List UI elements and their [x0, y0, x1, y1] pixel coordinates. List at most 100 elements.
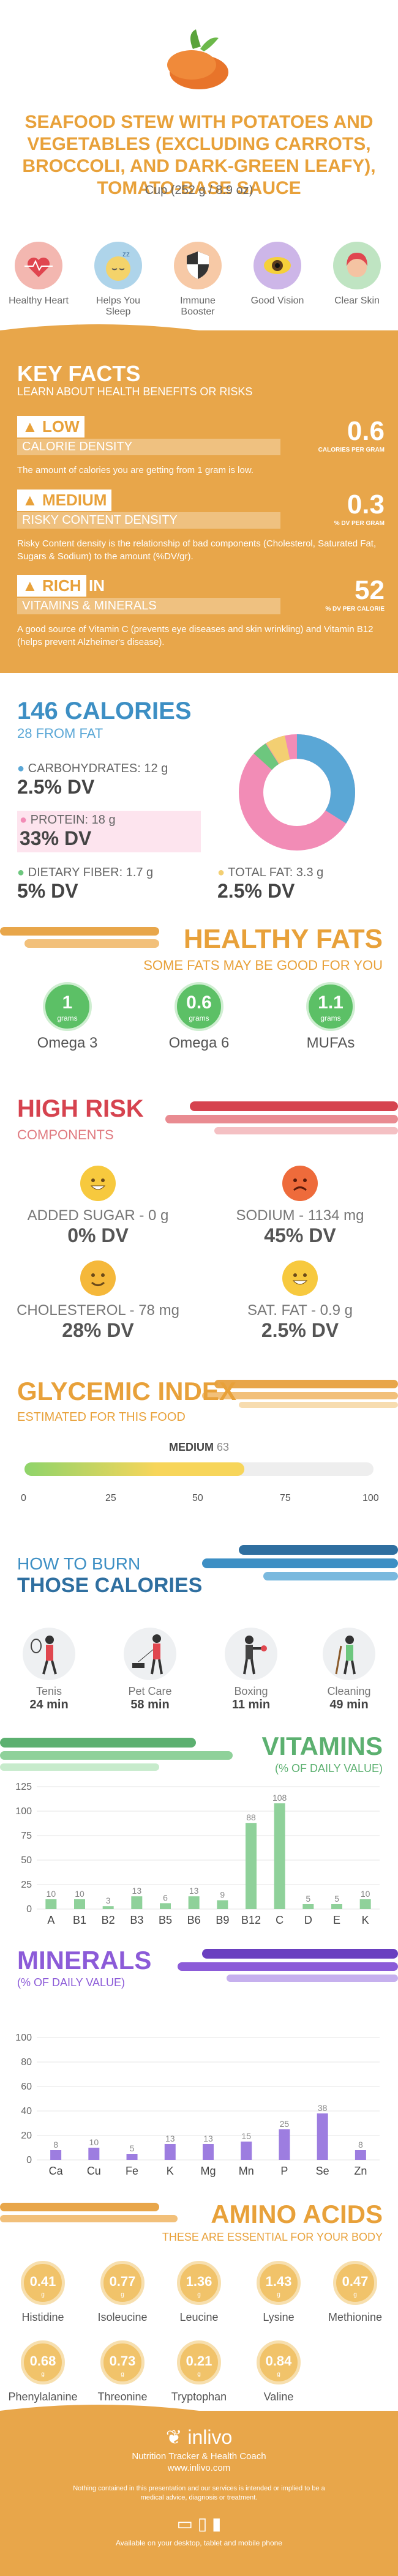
x-tick-label: B6	[187, 1914, 201, 1926]
amino-value-circle: 0.41 g	[21, 2261, 65, 2305]
amino-name: Threonine	[97, 2391, 148, 2403]
vitamins-subtitle: (% OF DAILY VALUE)	[274, 1762, 383, 1774]
fat-omega6: 0.6 grams Omega 6	[144, 982, 254, 1052]
glycemic-ticks: 0 25 50 75 100	[21, 1493, 379, 1511]
bar	[317, 2113, 328, 2160]
face-icon	[333, 242, 381, 289]
footer-available: Available on your desktop, tablet and mo…	[116, 2539, 282, 2547]
calories-from-fat: 28 FROM FAT	[17, 726, 103, 741]
data-label: 88	[246, 1812, 256, 1822]
risk-sodium: SODIUM - 1134 mg 45% DV	[214, 1166, 386, 1247]
bar	[274, 1803, 285, 1909]
bar	[45, 1899, 57, 1909]
amino-unit: g	[121, 2291, 124, 2298]
x-tick-label: P	[280, 2165, 288, 2177]
serving-size: Cup (252 g / 8.9 oz)	[145, 184, 253, 197]
data-label: 8	[358, 2140, 363, 2150]
amino-name: Isoleucine	[97, 2311, 148, 2323]
sad-face-icon	[282, 1166, 318, 1201]
amino-value-circle: 0.84 g	[257, 2340, 301, 2384]
dog-walk-icon	[124, 1628, 176, 1680]
amino-value-circle: 0.68 g	[21, 2340, 65, 2384]
fact-value: 0.3	[347, 490, 385, 519]
y-tick-label: 75	[21, 1831, 32, 1841]
tick-label: 50	[192, 1493, 203, 1503]
heart-icon	[15, 242, 62, 289]
cleaning-icon	[323, 1628, 375, 1680]
x-tick-label: Se	[316, 2165, 329, 2177]
x-tick-label: K	[362, 1914, 369, 1926]
amino-item: 0.47 g Methionine	[318, 2261, 392, 2324]
amino-item: 0.68 g Phenylalanine	[6, 2340, 80, 2403]
amino-value: 0.73	[109, 2353, 136, 2369]
decor-stripes	[202, 1545, 398, 1580]
fact-value: 52	[355, 575, 385, 605]
footer-disclaimer: Nothing contained in this presentation a…	[73, 2485, 325, 2501]
benefit-label: Good Vision	[250, 296, 304, 306]
activity-cleaning: Cleaning 49 min	[309, 1628, 389, 1712]
amino-unit: g	[353, 2291, 357, 2298]
high-risk-subtitle: COMPONENTS	[17, 1127, 114, 1142]
header	[0, 0, 398, 330]
data-label: 108	[272, 1793, 287, 1803]
x-tick-label: B9	[216, 1914, 229, 1926]
bar	[131, 1896, 143, 1909]
amino-value: 1.36	[186, 2274, 212, 2289]
y-tick-label: 100	[15, 1806, 32, 1817]
glycemic-title: GLYCEMIC INDEX	[17, 1377, 236, 1405]
footer-url[interactable]: www.inlivo.com	[167, 2463, 231, 2473]
data-label: 13	[165, 2134, 175, 2143]
food-title: SEAFOOD STEW WITH POTATOES AND VEGETABLE…	[22, 112, 376, 198]
amino-item: 0.21 g Tryptophan	[162, 2340, 236, 2403]
x-tick-label: B12	[241, 1914, 261, 1926]
activity-boxing: Boxing 11 min	[211, 1628, 291, 1712]
calories-title: 146 CALORIES	[17, 698, 192, 724]
amino-item: 0.41 g Histidine	[6, 2261, 80, 2324]
data-label: 25	[280, 2119, 290, 2129]
data-label: 13	[189, 1886, 199, 1896]
minerals-chart: 0 20 40 60 80 100 8 Ca 10 Cu 5 Fe 13 K 13 Mg 15 Mn 25 P 38 Se…	[15, 2033, 380, 2177]
x-tick-label: B1	[73, 1914, 86, 1926]
amino-unit: g	[197, 2291, 201, 2298]
fact-tag: ▲ MEDIUM	[17, 490, 112, 511]
data-label: 13	[203, 2134, 213, 2143]
fact-vitamins-minerals: ▲ RICH IN VITAMINS & MINERALS 52 % DV PE…	[17, 575, 385, 649]
data-label: 15	[241, 2131, 251, 2141]
bar	[241, 2142, 252, 2160]
data-label: 13	[132, 1886, 142, 1896]
x-tick-label: Zn	[354, 2165, 367, 2177]
bar	[126, 2154, 138, 2160]
amino-value-circle: 0.47 g	[333, 2261, 377, 2305]
footer-tagline: Nutrition Tracker & Health Coach	[132, 2451, 266, 2462]
macro-fiber: ● DIETARY FIBER: 1.7 g 5% DV	[17, 866, 154, 902]
fact-risky-content: ▲ MEDIUM RISKY CONTENT DENSITY 0.3 % DV …	[17, 490, 385, 563]
vitamins-title: VITAMINS	[261, 1732, 383, 1760]
healthy-fats-subtitle: SOME FATS MAY BE GOOD FOR YOU	[143, 958, 383, 973]
data-label: 8	[53, 2140, 58, 2150]
healthy-fats-title: HEALTHY FATS	[183, 924, 383, 954]
donut-fiber	[239, 734, 355, 851]
sleep-icon: zz	[94, 242, 142, 289]
happy-face-icon	[80, 1166, 116, 1201]
fact-unit: % DV PER CALORIE	[325, 606, 385, 612]
fat-mufas: 1.1 grams MUFAs	[276, 982, 386, 1052]
data-label: 5	[334, 1894, 339, 1904]
amino-item: 0.73 g Threonine	[86, 2340, 159, 2403]
tick-label: 100	[362, 1493, 379, 1503]
amino-value: 0.68	[29, 2353, 56, 2369]
benefit-label: Helps You Sleep	[96, 296, 141, 317]
donut-carbs	[239, 734, 355, 851]
key-facts-subtitle: LEARN ABOUT HEALTH BENEFITS OR RISKS	[17, 385, 253, 398]
high-risk-title: HIGH RISK	[17, 1095, 144, 1122]
happy-face-icon	[282, 1260, 318, 1296]
data-label: 10	[89, 2137, 99, 2147]
bar	[102, 1906, 114, 1909]
x-tick-label: B2	[102, 1914, 115, 1926]
fact-label: RISKY CONTENT DENSITY	[17, 512, 280, 529]
fact-label: VITAMINS & MINERALS	[17, 598, 280, 614]
x-tick-label: B3	[130, 1914, 143, 1926]
benefit-label: Immune Booster	[180, 296, 216, 317]
amino-value: 0.77	[109, 2274, 136, 2289]
bar	[160, 1903, 171, 1909]
